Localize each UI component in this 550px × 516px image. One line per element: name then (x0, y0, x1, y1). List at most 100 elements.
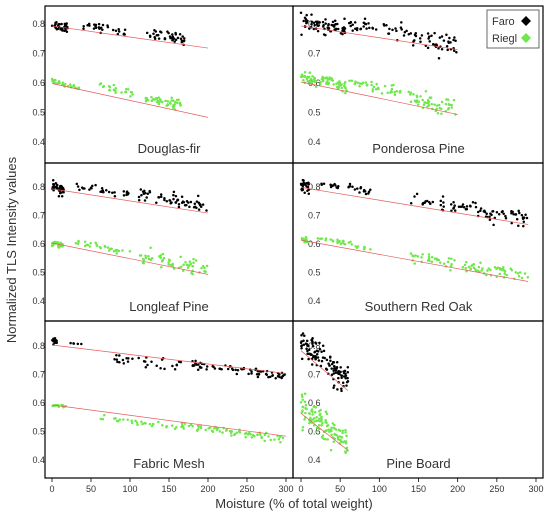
data-point (122, 190, 126, 193)
data-point (263, 433, 267, 437)
data-point (356, 81, 359, 85)
data-point (316, 350, 320, 353)
data-point (314, 80, 317, 83)
data-point (348, 182, 352, 186)
data-point (453, 36, 456, 39)
data-point (236, 369, 240, 372)
data-point (418, 37, 422, 40)
data-point (301, 395, 304, 399)
data-point (320, 436, 324, 439)
data-point (139, 188, 143, 191)
data-point (497, 213, 501, 216)
data-point (134, 419, 137, 423)
data-point (333, 423, 336, 427)
data-point (314, 85, 318, 88)
data-point (141, 422, 144, 426)
data-point (333, 433, 337, 436)
data-point (143, 189, 146, 193)
data-point (225, 429, 228, 432)
data-point (409, 91, 413, 94)
data-point (365, 27, 368, 30)
trend-line (51, 242, 209, 275)
data-point (68, 83, 72, 86)
data-point (417, 100, 421, 103)
data-point (489, 212, 492, 215)
data-point (504, 217, 508, 220)
data-point (336, 437, 340, 441)
data-point (301, 332, 305, 335)
data-point (476, 269, 480, 272)
data-point (118, 354, 121, 357)
data-point (55, 341, 58, 345)
data-point (54, 182, 58, 185)
data-point (395, 89, 399, 93)
data-point (152, 32, 155, 36)
data-point (302, 78, 305, 82)
data-point (169, 36, 172, 40)
data-point (205, 264, 209, 268)
data-point (344, 87, 347, 90)
data-point (182, 39, 185, 43)
data-point (137, 356, 140, 360)
series-faro-southern-red-oak (299, 178, 529, 228)
x-tick-label: 100 (372, 484, 387, 494)
data-point (60, 403, 63, 407)
data-point (437, 47, 440, 50)
data-point (101, 28, 104, 32)
data-point (140, 420, 143, 423)
data-point (442, 205, 445, 208)
data-point (320, 350, 323, 353)
data-point (131, 93, 134, 96)
data-point (300, 188, 303, 191)
data-point (200, 266, 203, 270)
data-point (444, 102, 448, 106)
data-point (182, 427, 185, 430)
data-point (204, 270, 207, 274)
data-point (159, 193, 163, 196)
data-point (330, 373, 334, 377)
data-point (409, 32, 413, 35)
data-point (137, 195, 141, 199)
data-point (318, 417, 321, 421)
x-tick-label: 250 (489, 484, 504, 494)
data-point (197, 208, 201, 211)
data-point (488, 215, 491, 218)
data-point (102, 190, 105, 194)
data-point (53, 341, 56, 345)
data-point (53, 79, 56, 82)
data-point (183, 37, 186, 40)
data-point (347, 185, 350, 189)
data-point (455, 50, 458, 54)
data-point (300, 340, 303, 343)
data-point (302, 238, 306, 241)
data-point (382, 23, 386, 26)
data-point (430, 260, 434, 264)
data-point (122, 418, 125, 421)
data-point (463, 263, 467, 267)
data-point (170, 96, 173, 99)
data-point (351, 185, 354, 189)
data-point (116, 360, 119, 364)
data-point (170, 201, 173, 204)
data-point (363, 245, 366, 249)
data-point (333, 19, 337, 23)
data-point (160, 260, 164, 263)
panel-longleaf-pine: 0.8 0.7 0.6 0.5 0.4 Longleaf Pine (32, 179, 209, 314)
data-point (319, 80, 322, 84)
data-point (321, 421, 324, 425)
data-point (365, 84, 369, 87)
panel-grid (44, 5, 544, 479)
data-point (415, 95, 419, 99)
data-point (303, 418, 306, 421)
data-point (171, 36, 175, 40)
data-point (435, 258, 439, 262)
data-point (485, 212, 488, 216)
data-point (192, 206, 196, 209)
data-point (367, 22, 370, 25)
data-point (309, 77, 313, 81)
data-point (436, 111, 440, 115)
data-point (430, 34, 433, 37)
data-point (152, 423, 155, 426)
data-point (314, 406, 318, 409)
data-point (358, 82, 362, 85)
